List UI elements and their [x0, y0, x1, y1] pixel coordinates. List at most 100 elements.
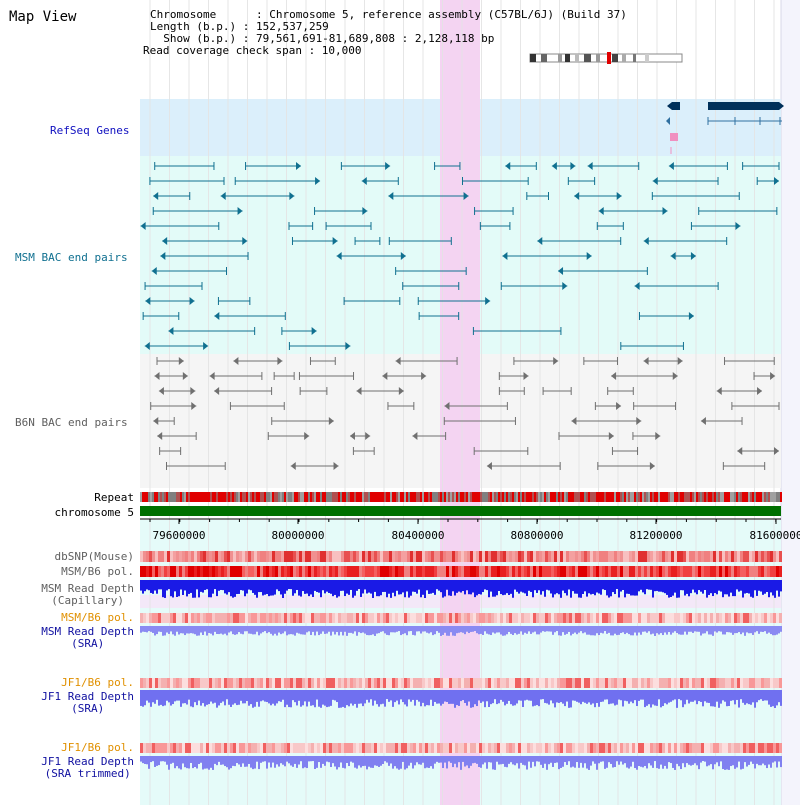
- track-label-jf1-depth-sra[interactable]: JF1 Read Depth (SRA): [41, 691, 134, 715]
- msm-capillary-depth-bar: [768, 580, 770, 598]
- track-label-msm-depth-capillary[interactable]: MSM Read Depth (Capillary): [41, 583, 134, 607]
- msm-pol2-cell: [662, 613, 665, 623]
- msm-capillary-depth-bar: [596, 580, 598, 593]
- msm-pol-cell: [230, 566, 233, 577]
- msm-sra-depth-bar: [600, 626, 602, 633]
- jf1-trimmed-depth-bar: [244, 756, 246, 767]
- jf1-pol-cell: [422, 678, 425, 688]
- jf1-sra-depth-bar: [258, 690, 260, 707]
- msm-pol-cell: [539, 566, 542, 577]
- msm-sra-depth-bar: [354, 626, 356, 632]
- b6n-bac-pair-end: [616, 402, 622, 410]
- jf1-trimmed-depth-bar: [500, 756, 502, 765]
- repeat-segment: [510, 492, 512, 502]
- jf1-trimmed-depth-bar: [654, 756, 656, 762]
- repeat-segment: [564, 492, 566, 502]
- track-label-msm-depth-sra[interactable]: MSM Read Depth (SRA): [41, 626, 134, 650]
- msm-capillary-depth-bar: [562, 580, 564, 591]
- track-label-msm-bac[interactable]: MSM BAC end pairs: [15, 251, 128, 264]
- msm-capillary-depth-bar: [234, 580, 236, 597]
- dbsnp-cell: [698, 551, 701, 562]
- msm-pol2-cell: [659, 613, 662, 623]
- jf1-sra-depth-bar: [690, 690, 692, 702]
- repeat-segment: [528, 492, 530, 502]
- dbsnp-cell: [278, 551, 281, 562]
- jf1-pol2-cell: [560, 743, 563, 753]
- repeat-segment: [562, 492, 564, 502]
- track-label-repeat[interactable]: Repeat: [94, 491, 134, 504]
- repeat-segment: [408, 492, 410, 502]
- repeat-segment: [192, 492, 194, 502]
- track-label-refseq[interactable]: RefSeq Genes: [50, 124, 130, 137]
- repeat-segment: [176, 492, 178, 502]
- msm-capillary-depth-bar: [364, 580, 366, 590]
- msm-capillary-depth-bar: [680, 580, 682, 591]
- msm-capillary-depth-bar: [156, 580, 158, 594]
- jf1-pol-cell: [680, 678, 683, 688]
- track-label-jf1-b6-pol[interactable]: JF1/B6 pol.: [61, 676, 134, 689]
- jf1-pol2-cell: [752, 743, 755, 753]
- msm-sra-depth-bar: [644, 626, 646, 632]
- msm-pol-cell: [542, 566, 545, 577]
- jf1-sra-depth-bar: [552, 690, 554, 704]
- b6n-bac-pair-end: [611, 372, 617, 380]
- msm-sra-depth-bar: [676, 626, 678, 633]
- jf1-trimmed-depth-bar: [388, 756, 390, 766]
- msm-pol2-cell: [713, 613, 716, 623]
- jf1-pol2-cell: [272, 743, 275, 753]
- msm-capillary-depth-bar: [514, 580, 516, 590]
- jf1-sra-depth-bar: [186, 690, 188, 705]
- jf1-depth-sra-line2: (SRA): [71, 702, 105, 715]
- repeat-segment: [238, 492, 240, 502]
- dbsnp-cell: [710, 551, 713, 562]
- repeat-segment: [260, 492, 262, 502]
- jf1-trimmed-depth-bar: [738, 756, 740, 762]
- msm-sra-depth-bar: [158, 626, 160, 632]
- msm-bac-pair-end: [688, 312, 694, 320]
- track-label-jf1-b6-pol-2[interactable]: JF1/B6 pol.: [61, 741, 134, 754]
- msm-pol-cell: [392, 566, 395, 577]
- msm-sra-depth-bar: [712, 626, 714, 636]
- msm-capillary-depth-bar: [396, 580, 398, 591]
- jf1-pol-cell: [599, 678, 602, 688]
- msm-capillary-depth-bar: [716, 580, 718, 595]
- msm-sra-depth-bar: [478, 626, 480, 635]
- track-label-msm-b6-pol[interactable]: MSM/B6 pol.: [61, 565, 134, 578]
- dbsnp-cell: [428, 551, 431, 562]
- dbsnp-cell: [152, 551, 155, 562]
- msm-pol2-cell: [443, 613, 446, 623]
- track-label-jf1-depth-trimmed[interactable]: JF1 Read Depth (SRA trimmed): [41, 756, 134, 780]
- b6n-bac-pair-end: [608, 432, 614, 440]
- jf1-sra-depth-bar: [190, 690, 192, 707]
- dbsnp-cell: [314, 551, 317, 562]
- msm-sra-depth-bar: [640, 626, 642, 635]
- jf1-pol2-cell: [230, 743, 233, 753]
- msm-sra-depth-bar: [588, 626, 590, 635]
- msm-capillary-depth-bar: [740, 580, 742, 591]
- chromosome-line: Chromosome : Chromosome 5, reference ass…: [150, 8, 627, 21]
- msm-capillary-depth-bar: [552, 580, 554, 598]
- jf1-pol-cell: [608, 678, 611, 688]
- b6n-bac-pair-end: [191, 402, 197, 410]
- msm-pol2-cell: [467, 613, 470, 623]
- repeat-segment: [288, 492, 290, 502]
- b6n-bac-pair-end: [649, 462, 655, 470]
- msm-capillary-depth-bar: [536, 580, 538, 593]
- jf1-pol2-cell: [200, 743, 203, 753]
- track-label-dbsnp[interactable]: dbSNP(Mouse): [54, 550, 134, 563]
- track-label-msm-b6-pol-2[interactable]: MSM/B6 pol.: [61, 611, 134, 624]
- msm-pol2-cell: [740, 613, 743, 623]
- track-label-b6n-bac[interactable]: B6N BAC end pairs: [15, 416, 128, 429]
- jf1-sra-depth-bar: [328, 690, 330, 707]
- jf1-sra-depth-bar: [456, 690, 458, 706]
- repeat-segment: [178, 492, 180, 502]
- jf1-pol-cell: [263, 678, 266, 688]
- track-label-chromosome[interactable]: chromosome 5: [54, 506, 134, 519]
- jf1-pol-cell: [443, 678, 446, 688]
- msm-pol-cell: [425, 566, 428, 577]
- msm-capillary-depth-bar: [472, 580, 474, 593]
- msm-capillary-depth-bar: [778, 580, 780, 597]
- msm-sra-depth-bar: [692, 626, 694, 633]
- repeat-segment: [370, 492, 372, 502]
